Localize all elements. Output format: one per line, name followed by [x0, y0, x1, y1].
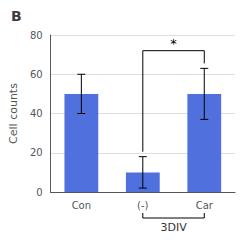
svg-text:*: *	[170, 36, 177, 51]
svg-text:Con: Con	[72, 200, 91, 211]
svg-text:3DIV: 3DIV	[160, 221, 187, 234]
svg-text:(-): (-)	[137, 200, 149, 211]
svg-text:Cell counts: Cell counts	[7, 83, 20, 144]
svg-text:20: 20	[30, 147, 43, 158]
svg-text:40: 40	[30, 108, 43, 119]
svg-text:Car: Car	[196, 200, 214, 211]
svg-text:B: B	[11, 8, 22, 24]
svg-text:0: 0	[36, 187, 42, 198]
svg-text:60: 60	[30, 69, 43, 80]
svg-text:80: 80	[30, 30, 43, 41]
